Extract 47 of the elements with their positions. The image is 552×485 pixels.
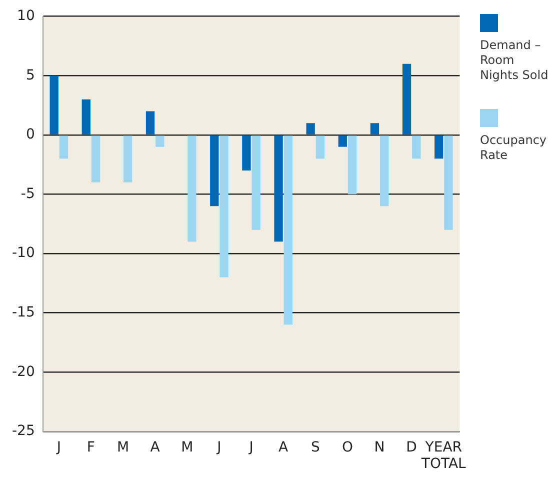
x-tick-label: S (310, 439, 320, 456)
x-tick-label: J (248, 439, 254, 456)
x-tick-label: A (278, 439, 289, 456)
y-tick-label: 5 (26, 67, 35, 84)
y-tick-label: -20 (12, 364, 35, 380)
bar (188, 136, 196, 242)
x-tick-label: J (56, 439, 61, 456)
y-tick-label: -10 (12, 245, 35, 262)
bar (59, 136, 68, 159)
x-tick-label: M (181, 439, 194, 456)
legend-label: Occupancy Rate (480, 133, 548, 163)
bar (284, 136, 292, 325)
x-tick-label: D (406, 439, 417, 456)
x-tick-label: N (374, 439, 385, 456)
bar (338, 136, 347, 147)
bar (316, 136, 325, 159)
bar (412, 136, 421, 159)
y-tick-label: -5 (20, 186, 35, 202)
x-tick-label: O (342, 439, 353, 456)
bar (91, 136, 100, 182)
y-tick-label: -25 (12, 423, 35, 440)
bar (146, 111, 155, 134)
bar (306, 123, 315, 134)
x-tick-label: J (216, 439, 222, 456)
y-tick-label: 0 (26, 126, 35, 143)
bar (252, 136, 260, 230)
x-tick-label: A (150, 439, 160, 456)
bar (274, 136, 283, 242)
y-tick-label: -15 (12, 304, 35, 320)
x-tick-label: M (116, 439, 130, 456)
bar (210, 136, 219, 206)
legend-label: Demand – Room Nights Sold (480, 38, 550, 83)
bar (242, 136, 251, 171)
bar (402, 64, 412, 134)
y-tick-label: 10 (17, 8, 35, 24)
bar (348, 136, 357, 194)
bar (156, 136, 164, 147)
bar (220, 136, 228, 278)
x-tick-label: YEAR TOTAL (420, 439, 466, 472)
bar (380, 136, 389, 206)
bar (444, 136, 453, 230)
bar (50, 76, 58, 134)
bar (82, 99, 90, 134)
x-tick-label: F (86, 439, 95, 456)
bar (124, 136, 132, 182)
bar (370, 123, 380, 134)
bar (434, 136, 444, 159)
